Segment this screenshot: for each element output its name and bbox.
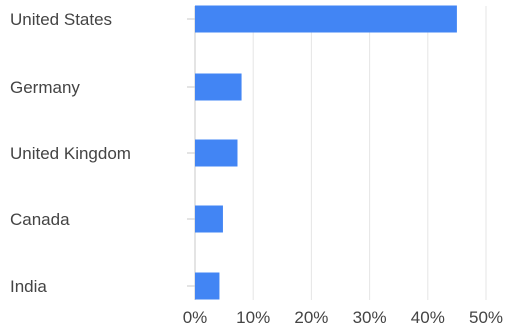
category-label: United Kingdom — [10, 144, 131, 163]
category-label: United States — [10, 10, 112, 29]
bar-germany — [195, 73, 242, 101]
category-label: Canada — [10, 210, 70, 229]
bars — [195, 5, 457, 300]
category-label: Germany — [10, 78, 80, 97]
category-labels: United States Germany United Kingdom Canada… — [10, 10, 131, 296]
x-tick-label: 30% — [353, 308, 387, 327]
x-tick-label: 20% — [294, 308, 328, 327]
bar-canada — [195, 205, 223, 233]
bar-united-states — [195, 5, 457, 33]
category-label: India — [10, 277, 47, 296]
bar-united-kingdom — [195, 139, 238, 167]
gridlines — [187, 6, 487, 300]
bar-india — [195, 272, 220, 300]
x-tick-label: 10% — [236, 308, 270, 327]
x-tick-labels: 0% 10% 20% 30% 40% 50% — [183, 308, 503, 327]
x-tick-label: 50% — [469, 308, 503, 327]
x-tick-label: 0% — [183, 308, 208, 327]
x-tick-label: 40% — [411, 308, 445, 327]
